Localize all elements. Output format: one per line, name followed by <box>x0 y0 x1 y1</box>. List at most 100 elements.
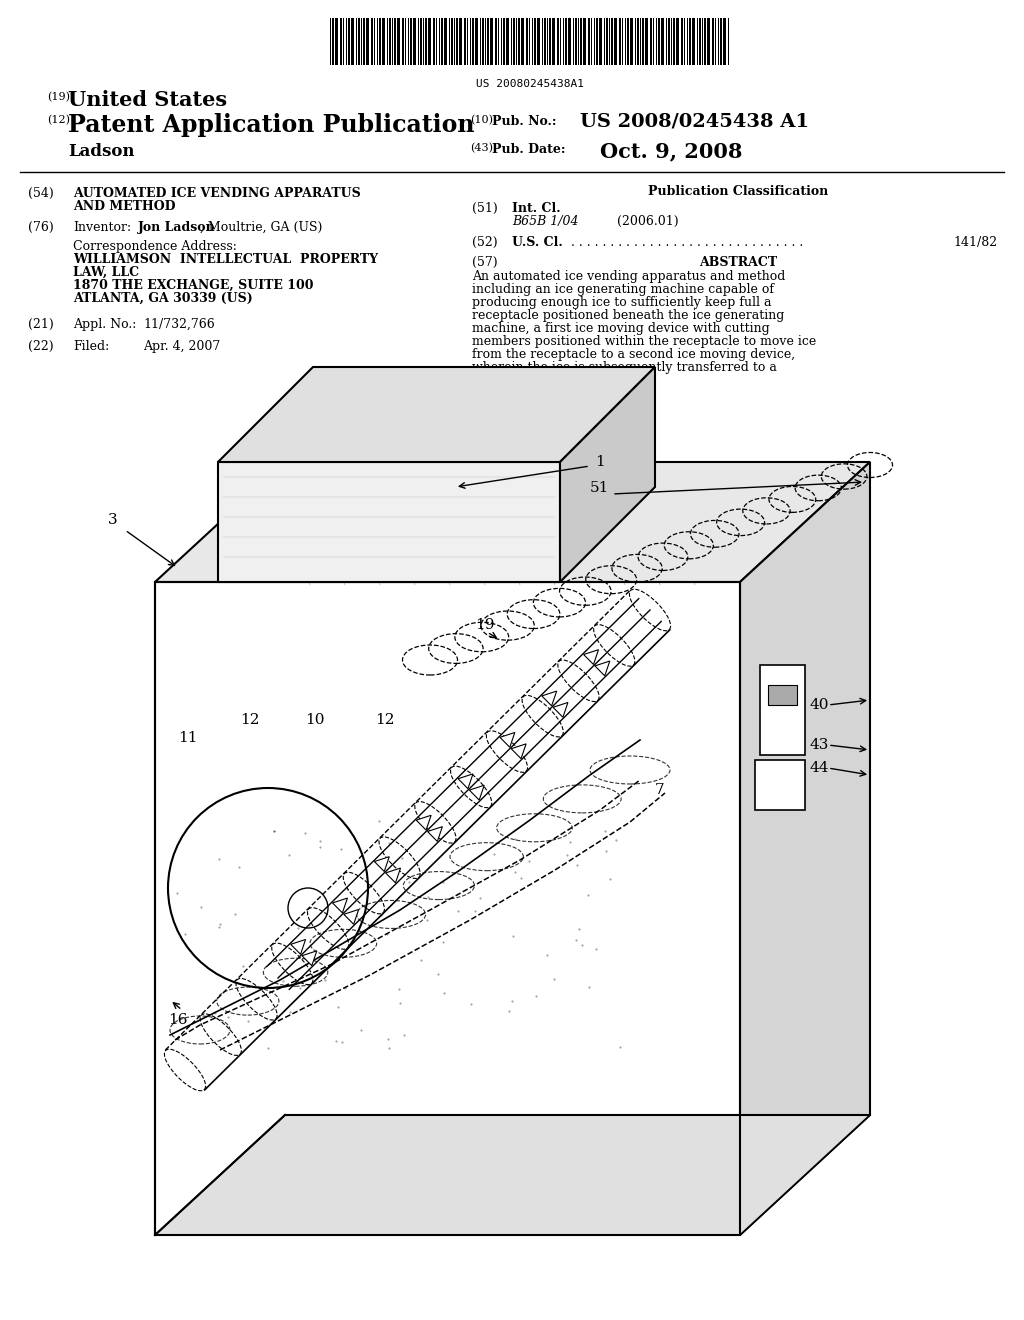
Text: . . . . . . . . . . . . . . . . . . . . . . . . . . . . . .: . . . . . . . . . . . . . . . . . . . . … <box>567 236 803 249</box>
Text: Filed:: Filed: <box>73 341 110 352</box>
Polygon shape <box>302 950 316 966</box>
Text: from the receptacle to a second ice moving device,: from the receptacle to a second ice movi… <box>472 348 795 360</box>
Bar <box>371 18 373 65</box>
Text: 10: 10 <box>305 713 325 727</box>
Bar <box>588 18 590 65</box>
Bar <box>475 18 478 65</box>
Text: 44: 44 <box>810 762 829 775</box>
Bar <box>490 18 493 65</box>
Bar <box>513 18 515 65</box>
Bar <box>351 18 354 65</box>
Bar <box>689 18 691 65</box>
Bar <box>692 18 695 65</box>
Text: ABSTRACT: ABSTRACT <box>699 256 777 269</box>
Polygon shape <box>386 869 400 883</box>
Bar <box>662 18 664 65</box>
Text: receptacle positioned beneath the ice generating: receptacle positioned beneath the ice ge… <box>472 309 784 322</box>
Text: 51: 51 <box>590 480 609 495</box>
Polygon shape <box>291 940 305 954</box>
Text: wherein the ice is subsequently transferred to a: wherein the ice is subsequently transfer… <box>472 360 777 374</box>
Polygon shape <box>155 462 870 582</box>
Text: Publication Classification: Publication Classification <box>648 185 828 198</box>
Bar <box>606 18 608 65</box>
Bar <box>495 18 497 65</box>
Text: Patent Application Publication: Patent Application Publication <box>68 114 474 137</box>
Bar <box>518 18 520 65</box>
Bar <box>335 18 338 65</box>
Text: 16: 16 <box>168 1012 187 1027</box>
Bar <box>503 18 505 65</box>
Bar <box>379 18 381 65</box>
Text: 11: 11 <box>178 731 198 744</box>
Text: Int. Cl.: Int. Cl. <box>512 202 560 215</box>
Bar <box>575 18 577 65</box>
Text: Appl. No.:: Appl. No.: <box>73 318 136 331</box>
Text: (2006.01): (2006.01) <box>617 215 679 228</box>
Text: Ladson: Ladson <box>68 143 134 160</box>
Text: Oct. 9, 2008: Oct. 9, 2008 <box>600 141 742 161</box>
Text: (12): (12) <box>47 115 70 125</box>
Text: 43: 43 <box>810 738 829 752</box>
Text: 19: 19 <box>475 618 495 632</box>
Text: An automated ice vending apparatus and method: An automated ice vending apparatus and m… <box>472 271 785 282</box>
Text: 141/82: 141/82 <box>954 236 998 249</box>
Polygon shape <box>595 661 609 676</box>
Polygon shape <box>218 367 655 462</box>
Polygon shape <box>416 816 431 830</box>
Bar <box>760 665 805 755</box>
Bar <box>382 18 385 65</box>
Text: (51): (51) <box>472 202 498 215</box>
Bar <box>332 18 334 65</box>
Bar <box>673 18 675 65</box>
Bar <box>413 18 416 65</box>
Text: 3: 3 <box>109 513 118 527</box>
Text: (10): (10) <box>470 115 493 125</box>
Bar <box>565 18 567 65</box>
Text: producing enough ice to sufficiently keep full a: producing enough ice to sufficiently kee… <box>472 296 771 309</box>
Bar <box>611 18 613 65</box>
Text: (19): (19) <box>47 92 70 103</box>
Bar <box>755 760 805 810</box>
Bar <box>362 18 365 65</box>
Bar <box>642 18 644 65</box>
Polygon shape <box>344 909 358 924</box>
Bar <box>410 18 412 65</box>
Bar <box>637 18 639 65</box>
Text: B65B 1/04: B65B 1/04 <box>512 215 579 228</box>
Bar <box>487 18 489 65</box>
Bar <box>534 18 536 65</box>
Text: US 20080245438A1: US 20080245438A1 <box>476 79 584 88</box>
Polygon shape <box>458 774 473 788</box>
Polygon shape <box>333 898 347 913</box>
Text: 1: 1 <box>595 455 605 469</box>
Text: 7: 7 <box>655 783 665 797</box>
Text: 1870 THE EXCHANGE, SUITE 100: 1870 THE EXCHANGE, SUITE 100 <box>73 279 313 292</box>
Bar <box>451 18 453 65</box>
Polygon shape <box>560 367 655 582</box>
Bar <box>580 18 582 65</box>
Polygon shape <box>553 702 568 717</box>
Text: Jon Ladson: Jon Ladson <box>138 220 216 234</box>
Bar <box>456 18 458 65</box>
Bar <box>723 18 726 65</box>
Text: including an ice generating machine capable of: including an ice generating machine capa… <box>472 282 774 296</box>
Bar <box>402 18 404 65</box>
Text: Apr. 4, 2007: Apr. 4, 2007 <box>143 341 220 352</box>
Bar <box>506 18 509 65</box>
Bar <box>433 18 435 65</box>
Bar <box>720 18 722 65</box>
Text: (57): (57) <box>472 256 498 269</box>
Bar <box>348 18 350 65</box>
Bar <box>627 18 629 65</box>
Text: , Moultrie, GA (US): , Moultrie, GA (US) <box>200 220 323 234</box>
Text: (43): (43) <box>470 143 493 153</box>
Text: United States: United States <box>68 90 227 110</box>
Bar <box>472 18 474 65</box>
Text: (52): (52) <box>472 236 498 249</box>
Text: US 2008/0245438 A1: US 2008/0245438 A1 <box>580 114 809 131</box>
Bar <box>596 18 598 65</box>
Text: (21): (21) <box>28 318 53 331</box>
Bar <box>441 18 443 65</box>
Text: U.S. Cl.: U.S. Cl. <box>512 236 563 249</box>
Text: removable container.: removable container. <box>472 374 605 387</box>
